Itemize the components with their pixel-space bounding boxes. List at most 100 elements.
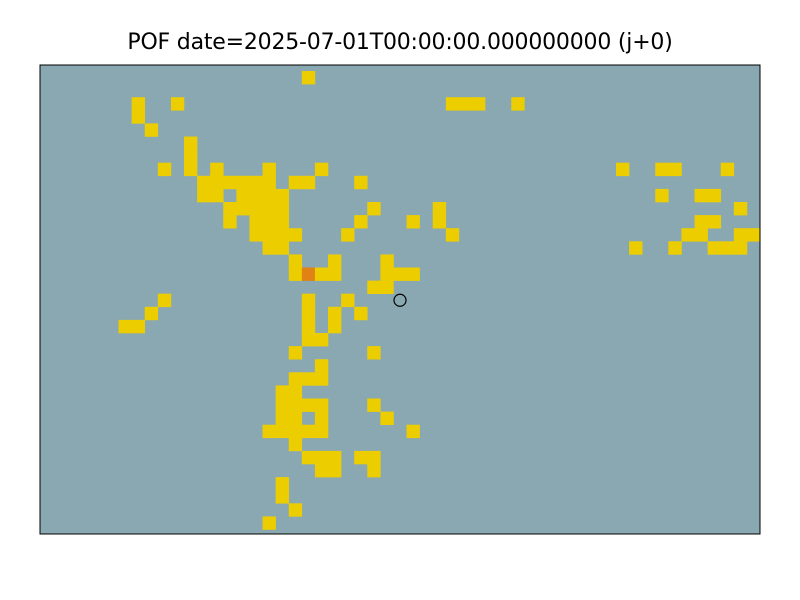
grid-cell — [118, 319, 132, 334]
grid-cell — [223, 215, 237, 229]
grid-cell — [746, 228, 760, 242]
grid-cell — [301, 333, 316, 347]
grid-cell — [288, 398, 303, 412]
grid-cell — [262, 202, 276, 216]
grid-cell — [367, 202, 381, 216]
grid-cell — [144, 123, 159, 137]
chart-title: POF date=2025-07-01T00:00:00.000000000 (… — [127, 30, 673, 55]
grid-cell — [668, 162, 682, 177]
grid-cell — [210, 188, 224, 203]
grid-cell — [275, 424, 290, 439]
grid-cell — [406, 267, 420, 281]
grid-cell — [341, 228, 355, 242]
grid-cell — [380, 411, 394, 425]
grid-cell — [275, 411, 290, 425]
grid-cell — [314, 424, 329, 439]
grid-cell — [380, 280, 394, 294]
grid-cell — [314, 411, 329, 425]
grid-cell — [262, 516, 276, 530]
grid-cell — [720, 162, 735, 177]
grid-cell — [733, 202, 748, 216]
grid-cell — [301, 398, 316, 412]
grid-cell — [288, 267, 303, 281]
grid-cell — [223, 175, 237, 190]
grid-cell — [367, 398, 381, 412]
grid-cell — [288, 254, 303, 268]
grid-cell — [288, 424, 303, 439]
grid-cell — [707, 188, 722, 203]
grid-cell — [314, 464, 329, 478]
grid-cell — [236, 188, 250, 203]
grid-cell — [314, 372, 329, 386]
grid-cell — [275, 490, 290, 504]
cell-layer — [118, 71, 760, 530]
plot-frame — [39, 64, 761, 535]
grid-cell — [432, 202, 447, 216]
grid-cell — [275, 188, 290, 203]
grid-cell — [314, 359, 329, 373]
grid-cell — [367, 450, 381, 465]
grid-cell — [733, 241, 748, 255]
grid-cell — [262, 228, 276, 242]
grid-cell — [184, 162, 198, 177]
grid-cell — [328, 254, 342, 268]
grid-cell — [262, 424, 276, 439]
grid-cell — [393, 267, 407, 281]
grid-cell — [354, 306, 368, 321]
grid-cell — [707, 215, 722, 229]
grid-cell — [314, 267, 329, 281]
grid-cell — [288, 175, 303, 190]
grid-cell — [288, 437, 303, 452]
grid-cell — [432, 215, 447, 229]
grid-cell — [301, 424, 316, 439]
grid-cell — [210, 175, 224, 190]
grid-cell — [668, 241, 682, 255]
grid-cell — [707, 241, 722, 255]
grid-cell — [249, 188, 263, 203]
grid-cell — [197, 188, 211, 203]
grid-cell — [406, 215, 420, 229]
grid-cell — [694, 228, 708, 242]
grid-cell — [301, 450, 316, 465]
grid-cell — [262, 162, 276, 177]
plot-area — [39, 64, 761, 535]
grid-cell — [301, 267, 316, 281]
grid-cell — [288, 346, 303, 360]
grid-cell — [184, 136, 198, 150]
grid-cell — [694, 188, 708, 203]
grid-cell — [314, 398, 329, 412]
grid-cell — [262, 215, 276, 229]
grid-cell — [288, 385, 303, 399]
grid-cell — [445, 97, 460, 111]
grid-cell — [197, 175, 211, 190]
grid-cell — [314, 450, 329, 465]
grid-cell — [354, 175, 368, 190]
grid-cell — [616, 162, 630, 177]
grid-cell — [275, 215, 290, 229]
grid-cell — [249, 215, 263, 229]
grid-cell — [288, 411, 303, 425]
grid-cell — [249, 175, 263, 190]
grid-cell — [275, 228, 290, 242]
grid-cell — [288, 503, 303, 517]
grid-cell — [249, 228, 263, 242]
grid-cell — [720, 241, 735, 255]
grid-cell — [275, 241, 290, 255]
grid-cell — [131, 319, 146, 334]
grid-cell — [655, 188, 669, 203]
grid-cell — [144, 306, 159, 321]
grid-cell — [445, 228, 460, 242]
grid-cell — [328, 267, 342, 281]
grid-cell — [170, 97, 185, 111]
grid-cell — [341, 293, 355, 308]
grid-cell — [328, 450, 342, 465]
grid-cell — [367, 280, 381, 294]
grid-cell — [328, 464, 342, 478]
grid-cell — [354, 215, 368, 229]
grid-cell — [655, 162, 669, 177]
grid-cell — [131, 110, 146, 124]
grid-cell — [157, 293, 172, 308]
grid-cell — [733, 228, 748, 242]
grid-cell — [301, 306, 316, 321]
